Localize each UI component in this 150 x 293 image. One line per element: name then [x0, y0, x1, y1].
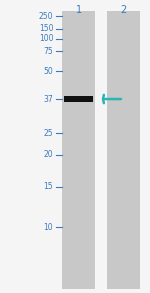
- Text: 1: 1: [76, 5, 82, 15]
- Text: 250: 250: [39, 12, 53, 21]
- Text: 75: 75: [44, 47, 53, 56]
- Text: 37: 37: [44, 95, 53, 103]
- Text: 2: 2: [121, 5, 127, 15]
- Bar: [107, 11, 140, 289]
- Bar: [64, 96, 93, 102]
- Bar: [62, 11, 95, 289]
- Text: 50: 50: [44, 67, 53, 76]
- Text: 150: 150: [39, 24, 53, 33]
- Text: 10: 10: [44, 223, 53, 231]
- Text: 25: 25: [44, 129, 53, 138]
- Text: 100: 100: [39, 35, 53, 43]
- Text: 20: 20: [44, 150, 53, 159]
- Text: 15: 15: [44, 183, 53, 191]
